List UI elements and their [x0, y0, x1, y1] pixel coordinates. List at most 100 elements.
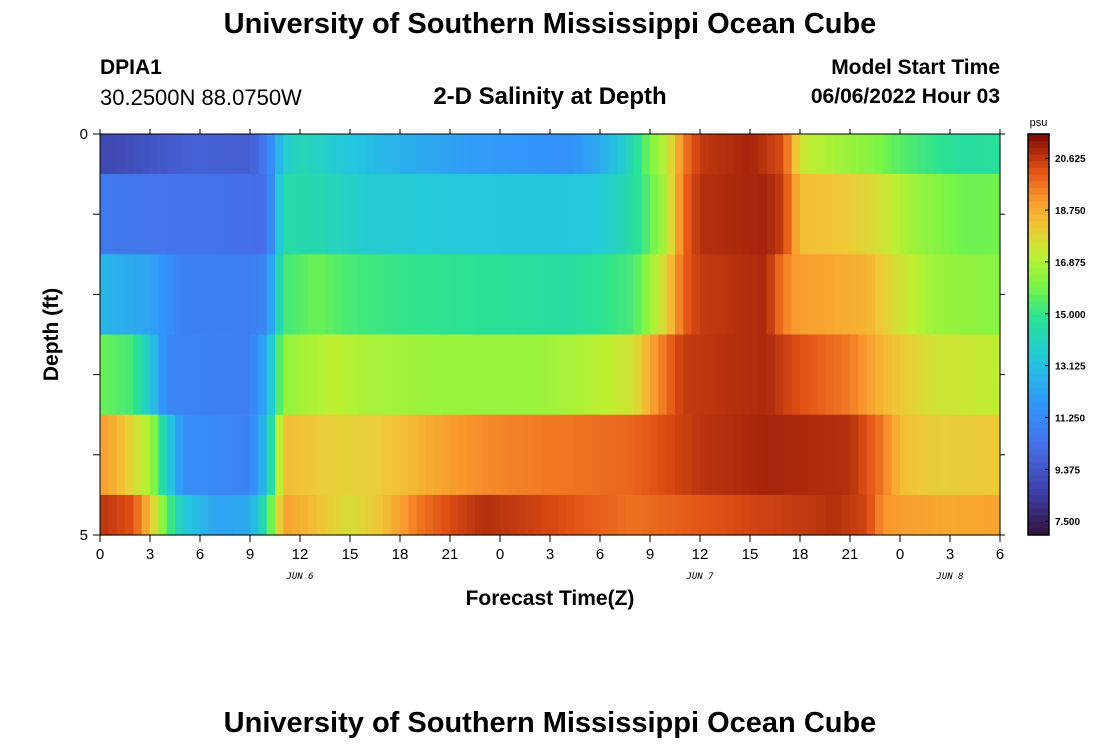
heatmap-cell	[241, 254, 251, 336]
heatmap-cell	[958, 174, 968, 255]
heatmap-cell	[433, 414, 443, 496]
heatmap-cell	[633, 334, 643, 416]
heatmap-cell	[641, 494, 651, 536]
heatmap-cell	[558, 414, 568, 496]
heatmap-cell	[500, 414, 509, 496]
heatmap-cell	[200, 334, 209, 416]
heatmap-cell	[783, 334, 793, 416]
heatmap-cell	[833, 414, 843, 496]
heatmap-cell	[116, 494, 126, 536]
heatmap-cell	[541, 414, 551, 496]
heatmap-cell	[391, 494, 401, 536]
heatmap-cell	[966, 134, 976, 175]
colorbar-segment	[1028, 214, 1049, 222]
heatmap-cell	[450, 134, 459, 175]
heatmap-cell	[808, 334, 818, 416]
colorbar-segment	[1028, 154, 1049, 162]
heatmap-cell	[633, 174, 643, 255]
colorbar: 20.625 18.750 16.875 15.000 13.125 11.250 9.37…	[1027, 117, 1086, 536]
heatmap-cell	[216, 494, 226, 536]
heatmap-cell	[975, 134, 984, 175]
heatmap-cell	[408, 174, 418, 255]
heatmap-cell	[408, 134, 418, 175]
heatmap-cell	[958, 134, 968, 175]
heatmap-cell	[991, 334, 1001, 416]
heatmap-cell	[483, 254, 493, 336]
heatmap-cell	[216, 414, 226, 496]
x-tick-label: 21	[442, 546, 459, 563]
heatmap-cell	[625, 174, 634, 255]
heatmap-cell	[291, 414, 301, 496]
heatmap-cell	[608, 334, 618, 416]
heatmap-cell	[416, 414, 426, 496]
colorbar-segment	[1028, 301, 1049, 309]
heatmap-cell	[450, 494, 459, 536]
y-tick-label: 5	[80, 527, 88, 544]
heatmap-cell	[641, 414, 651, 496]
colorbar-segment	[1028, 281, 1049, 289]
colorbar-segment	[1028, 180, 1049, 188]
heatmap-cell	[550, 414, 559, 496]
heatmap-cell	[750, 134, 759, 175]
heatmap-cell	[491, 414, 501, 496]
heatmap-cell	[266, 414, 276, 496]
heatmap-cell	[441, 134, 451, 175]
heatmap-cell	[400, 414, 409, 496]
heatmap-cell	[975, 494, 984, 536]
heatmap-cell	[908, 334, 918, 416]
heatmap-cell	[275, 134, 284, 175]
heatmap-cell	[541, 494, 551, 536]
heatmap-cell	[700, 134, 709, 175]
heatmap-cell	[200, 174, 209, 255]
x-tick-label: 3	[946, 546, 954, 563]
heatmap-cell	[350, 134, 359, 175]
heatmap-cell	[108, 174, 118, 255]
heatmap-cell	[258, 254, 268, 336]
heatmap-cell	[416, 254, 426, 336]
heatmap-cell	[700, 174, 709, 255]
heatmap-cell	[425, 334, 434, 416]
heatmap-cell	[216, 254, 226, 336]
colorbar-segment	[1028, 508, 1049, 516]
heatmap-cell	[200, 254, 209, 336]
heatmap-cell	[658, 174, 668, 255]
heatmap-cell	[291, 334, 301, 416]
colorbar-segment	[1028, 274, 1049, 282]
heatmap-cell	[733, 334, 743, 416]
heatmap-cell	[400, 134, 409, 175]
heatmap-cell	[875, 134, 884, 175]
heatmap-cell	[725, 134, 734, 175]
station-id: DPIA1	[100, 56, 162, 79]
heatmap-cell	[308, 334, 318, 416]
colorbar-segment	[1028, 481, 1049, 489]
heatmap-cell	[175, 134, 184, 175]
heatmap-cell	[725, 414, 734, 496]
heatmap-cell	[450, 174, 459, 255]
heatmap-cell	[391, 414, 401, 496]
heatmap-cell	[966, 254, 976, 336]
heatmap-cell	[183, 414, 193, 496]
heatmap-cell	[525, 174, 534, 255]
heatmap-cell	[125, 334, 134, 416]
heatmap-cell	[891, 134, 901, 175]
heatmap-cell	[608, 134, 618, 175]
heatmap-cell	[716, 254, 726, 336]
heatmap-cell	[741, 134, 751, 175]
heatmap-cell	[566, 334, 576, 416]
heatmap-cell	[908, 414, 918, 496]
heatmap-cell	[883, 134, 893, 175]
heatmap-cell	[116, 134, 126, 175]
heatmap-cell	[566, 414, 576, 496]
heatmap-cell	[591, 254, 601, 336]
heatmap-cell	[100, 254, 109, 336]
colorbar-tick-label: 13.125	[1055, 362, 1086, 373]
heatmap-cell	[883, 414, 893, 496]
heatmap-cell	[283, 494, 293, 536]
heatmap-cell	[550, 494, 559, 536]
heatmap-cell	[616, 254, 626, 336]
heatmap-cell	[950, 334, 959, 416]
heatmap-cell	[891, 494, 901, 536]
heatmap-cells	[100, 134, 1001, 536]
heatmap-cell	[108, 254, 118, 336]
heatmap-cell	[500, 334, 509, 416]
